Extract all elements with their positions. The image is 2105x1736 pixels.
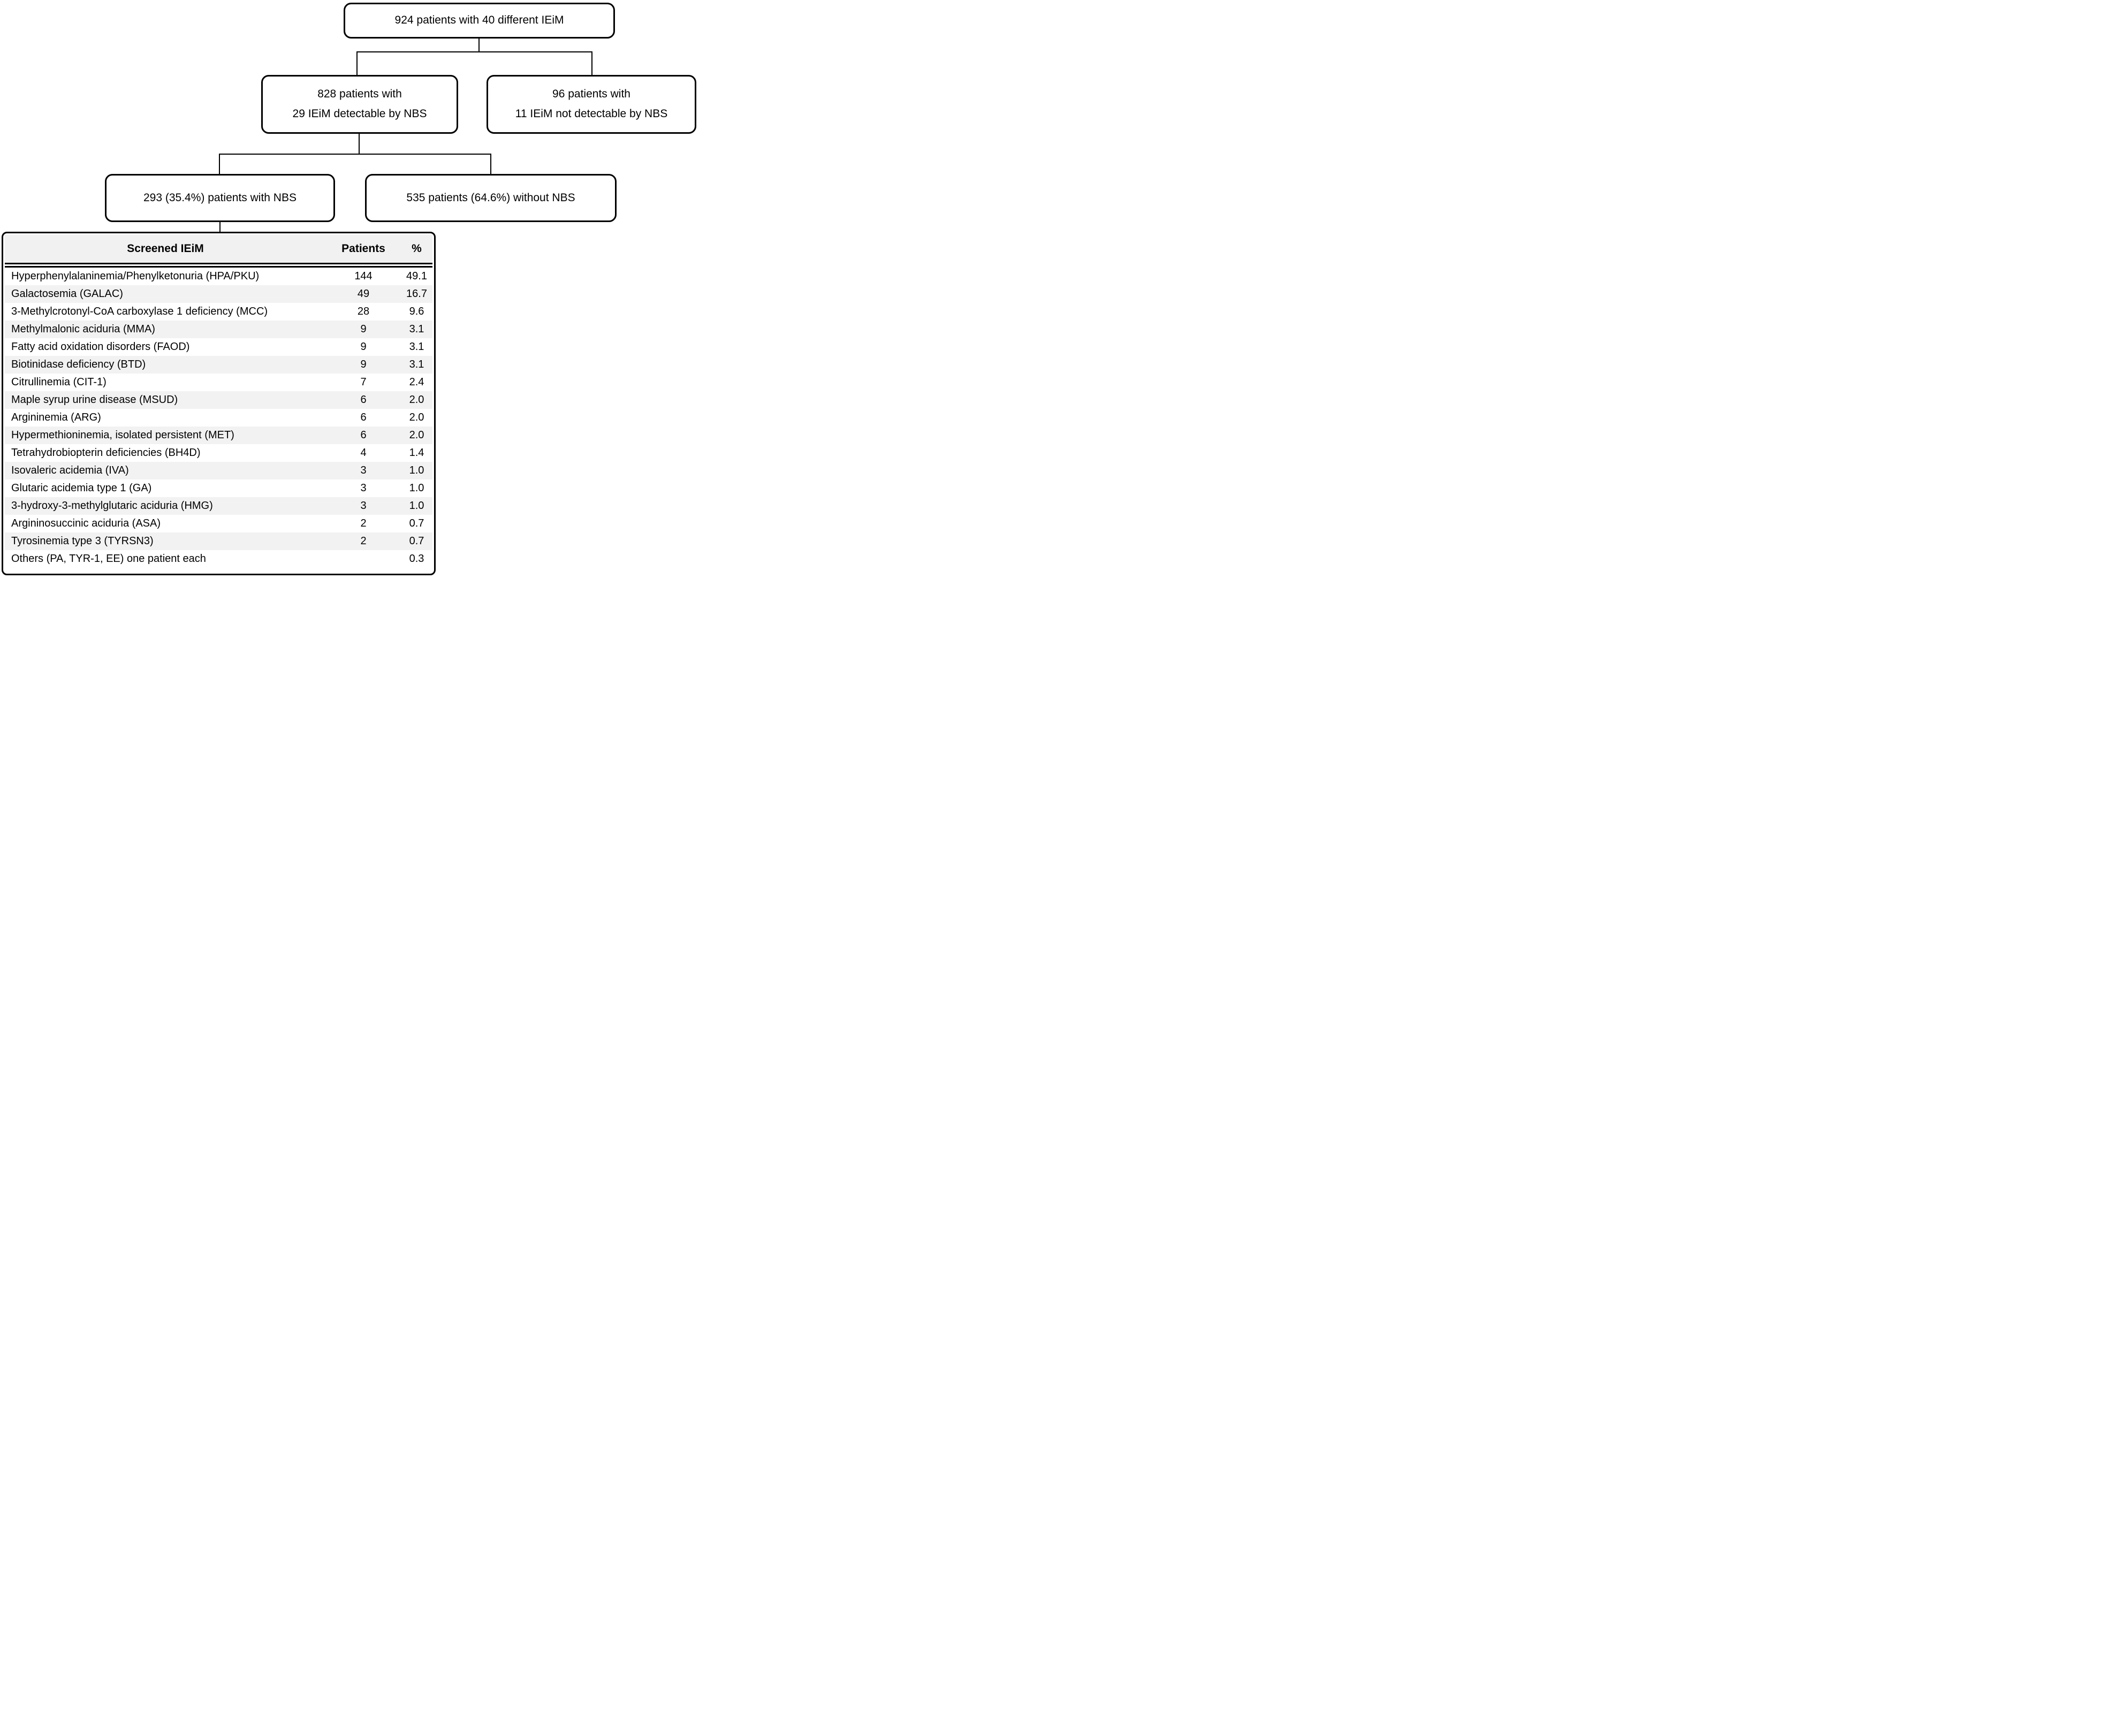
cell-disease-name: Biotinidase deficiency (BTD): [11, 359, 146, 370]
flow-node-with-nbs: 293 (35.4%) patients with NBS: [105, 174, 335, 222]
cell-disease-name: Hypermethioninemia, isolated persistent …: [11, 429, 234, 441]
header-divider: [5, 263, 432, 268]
cell-disease-name: Glutaric acidemia type 1 (GA): [11, 482, 152, 494]
cell-disease-name: Hyperphenylalaninemia/Phenylketonuria (H…: [11, 270, 260, 282]
cell-percent: 0.3: [409, 553, 424, 565]
table-row: Argininosuccinic aciduria (ASA) 2 0.7: [5, 515, 432, 532]
cell-disease-name: Methylmalonic aciduria (MMA): [11, 323, 155, 335]
cell-patients: 6: [360, 394, 367, 406]
table-row: Citrullinemia (CIT-1) 7 2.4: [5, 374, 432, 391]
table-row: Methylmalonic aciduria (MMA) 9 3.1: [5, 321, 432, 338]
cell-percent: 2.0: [409, 394, 424, 406]
table-row: Tyrosinemia type 3 (TYRSN3) 2 0.7: [5, 532, 432, 550]
cell-percent: 0.7: [409, 535, 424, 547]
connector-line: [356, 51, 592, 52]
cell-percent: 16.7: [406, 288, 427, 300]
cell-patients: 4: [360, 447, 367, 459]
cell-percent: 0.7: [409, 517, 424, 529]
table-row: Others (PA, TYR-1, EE) one patient each …: [5, 550, 432, 568]
cell-percent: 3.1: [409, 341, 424, 353]
cell-disease-name: Citrullinemia (CIT-1): [11, 376, 107, 388]
flow-node-not-detectable-by-nbs: 96 patients with 11 IEiM not detectable …: [487, 75, 696, 134]
table-row: Isovaleric acidemia (IVA) 3 1.0: [5, 462, 432, 479]
cell-disease-name: Others (PA, TYR-1, EE) one patient each: [11, 553, 206, 565]
flow-node-total-patients: 924 patients with 40 different IEiM: [344, 3, 615, 39]
table-row: Argininemia (ARG) 6 2.0: [5, 409, 432, 427]
table-row: 3-Methylcrotonyl-CoA carboxylase 1 defic…: [5, 303, 432, 321]
connector-line: [359, 134, 360, 155]
cell-patients: 28: [357, 306, 370, 317]
connector-line: [478, 39, 480, 52]
flow-node-without-nbs-label: 535 patients (64.6%) without NBS: [406, 191, 575, 204]
cell-patients: 144: [354, 270, 373, 282]
cell-disease-name: 3-hydroxy-3-methylglutaric aciduria (HMG…: [11, 500, 213, 512]
table-row: 3-hydroxy-3-methylglutaric aciduria (HMG…: [5, 497, 432, 515]
connector-line: [219, 221, 221, 233]
flow-node-not-detectable-label: 96 patients with 11 IEiM not detectable …: [515, 88, 668, 120]
cell-patients: 6: [360, 429, 367, 441]
cell-disease-name: Argininosuccinic aciduria (ASA): [11, 517, 161, 529]
flow-node-with-nbs-label: 293 (35.4%) patients with NBS: [143, 191, 297, 204]
cell-patients: 9: [360, 359, 367, 370]
cell-patients: 3: [360, 482, 367, 494]
flow-node-total-patients-label: 924 patients with 40 different IEiM: [394, 14, 564, 27]
table-row: Galactosemia (GALAC) 49 16.7: [5, 285, 432, 303]
cell-percent: 1.0: [409, 465, 424, 476]
cell-percent: 1.0: [409, 500, 424, 512]
table-row: Biotinidase deficiency (BTD) 9 3.1: [5, 356, 432, 374]
cell-percent: 3.1: [409, 359, 424, 370]
cell-percent: 1.4: [409, 447, 424, 459]
cell-disease-name: Tyrosinemia type 3 (TYRSN3): [11, 535, 154, 547]
cell-percent: 9.6: [409, 306, 424, 317]
cell-patients: 6: [360, 412, 367, 423]
cell-percent: 2.0: [409, 412, 424, 423]
cell-disease-name: Fatty acid oxidation disorders (FAOD): [11, 341, 190, 353]
connector-line: [591, 51, 592, 76]
cell-percent: 1.0: [409, 482, 424, 494]
cell-disease-name: Isovaleric acidemia (IVA): [11, 465, 129, 476]
table-row: Hypermethioninemia, isolated persistent …: [5, 427, 432, 444]
cell-disease-name: 3-Methylcrotonyl-CoA carboxylase 1 defic…: [11, 306, 268, 317]
cell-patients: 3: [360, 465, 367, 476]
cell-percent: 2.4: [409, 376, 424, 388]
table-body: Hyperphenylalaninemia/Phenylketonuria (H…: [5, 268, 432, 568]
flow-diagram: 924 patients with 40 different IEiM 828 …: [0, 0, 702, 578]
column-header-percent: %: [412, 242, 422, 255]
cell-patients: 49: [357, 288, 370, 300]
screened-ieim-table: Screened IEiM Patients % Hyperphenylalan…: [2, 232, 436, 575]
cell-percent: 49.1: [406, 270, 427, 282]
table-row: Fatty acid oxidation disorders (FAOD) 9 …: [5, 338, 432, 356]
cell-patients: 2: [360, 517, 367, 529]
cell-patients: 9: [360, 323, 367, 335]
connector-line: [490, 154, 491, 175]
table-row: Hyperphenylalaninemia/Phenylketonuria (H…: [5, 268, 432, 285]
cell-disease-name: Maple syrup urine disease (MSUD): [11, 394, 178, 406]
cell-patients: 3: [360, 500, 367, 512]
cell-percent: 2.0: [409, 429, 424, 441]
cell-patients: 2: [360, 535, 367, 547]
table-row: Maple syrup urine disease (MSUD) 6 2.0: [5, 391, 432, 409]
cell-patients: 9: [360, 341, 367, 353]
connector-line: [219, 154, 491, 155]
column-header-screened-ieim: Screened IEiM: [127, 242, 204, 255]
cell-percent: 3.1: [409, 323, 424, 335]
cell-disease-name: Tetrahydrobiopterin deficiencies (BH4D): [11, 447, 201, 459]
table-row: Tetrahydrobiopterin deficiencies (BH4D) …: [5, 444, 432, 462]
table-row: Glutaric acidemia type 1 (GA) 3 1.0: [5, 479, 432, 497]
flow-node-detectable-by-nbs: 828 patients with 29 IEiM detectable by …: [261, 75, 458, 134]
table-header-row: Screened IEiM Patients %: [5, 235, 432, 263]
connector-line: [219, 154, 220, 175]
cell-patients: 7: [360, 376, 367, 388]
flow-node-without-nbs: 535 patients (64.6%) without NBS: [365, 174, 617, 222]
flow-node-detectable-label: 828 patients with 29 IEiM detectable by …: [292, 88, 427, 120]
cell-disease-name: Galactosemia (GALAC): [11, 288, 123, 300]
connector-line: [356, 51, 358, 76]
column-header-patients: Patients: [341, 242, 385, 255]
cell-disease-name: Argininemia (ARG): [11, 412, 101, 423]
